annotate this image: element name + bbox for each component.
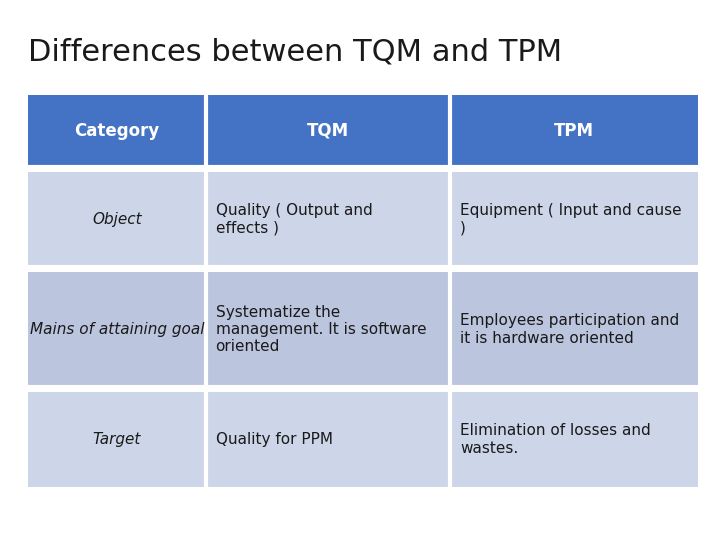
Text: Employees participation and
it is hardware oriented: Employees participation and it is hardwa… (460, 313, 680, 346)
Text: Quality ( Output and
effects ): Quality ( Output and effects ) (215, 203, 372, 235)
Text: Equipment ( Input and cause
): Equipment ( Input and cause ) (460, 203, 682, 235)
Bar (205, 172, 450, 267)
Bar (205, 392, 450, 487)
Bar (28, 95, 205, 167)
Text: TPM: TPM (554, 122, 594, 140)
Bar (205, 95, 450, 167)
Bar (28, 392, 205, 487)
Bar (450, 272, 698, 387)
Text: Object: Object (92, 212, 142, 227)
Text: Mains of attaining goal: Mains of attaining goal (30, 322, 204, 337)
Text: Differences between TQM and TPM: Differences between TQM and TPM (28, 37, 562, 66)
Text: Category: Category (74, 122, 159, 140)
Text: TQM: TQM (307, 122, 349, 140)
Text: Quality for PPM: Quality for PPM (215, 432, 333, 447)
Text: Elimination of losses and
wastes.: Elimination of losses and wastes. (460, 423, 651, 456)
Bar (450, 95, 698, 167)
Bar (28, 272, 205, 387)
Bar (450, 392, 698, 487)
Bar (28, 172, 205, 267)
Text: Target: Target (93, 432, 141, 447)
Bar (450, 172, 698, 267)
Text: Systematize the
management. It is software
oriented: Systematize the management. It is softwa… (215, 305, 426, 354)
Bar (205, 272, 450, 387)
